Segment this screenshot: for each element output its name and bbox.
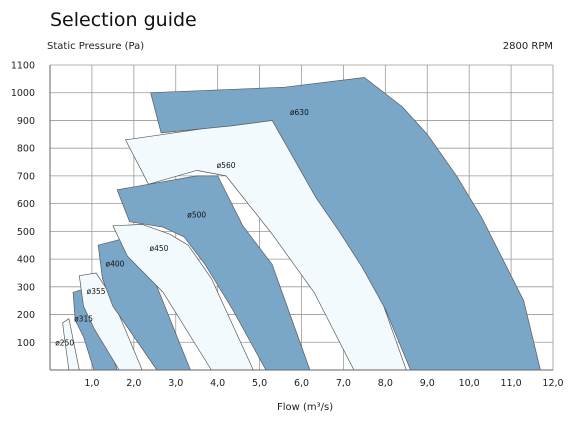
curve-label-ø355: ø355 xyxy=(87,287,106,296)
curve-label-ø560: ø560 xyxy=(217,161,236,170)
rpm-note: 2800 RPM xyxy=(502,41,553,52)
x-tick-label: 12,0 xyxy=(542,378,563,389)
curve-label-ø315: ø315 xyxy=(74,315,93,324)
x-axis-label: Flow (m³/s) xyxy=(277,402,334,413)
y-tick-label: 300 xyxy=(17,282,35,293)
y-tick-label: 500 xyxy=(17,227,35,238)
curve-labels: ø250 ø315 ø355 ø400 ø450 ø500 ø560 ø630 xyxy=(55,108,309,347)
x-tick-label: 2,0 xyxy=(126,378,141,389)
x-tick-labels: 1,0 2,0 3,0 4,0 5,0 6,0 7,0 8,0 9,0 10,0 11,0 12,0 xyxy=(84,378,563,389)
x-tick-label: 5,0 xyxy=(252,378,267,389)
y-tick-label: 1000 xyxy=(11,88,35,99)
chart-title: Selection guide xyxy=(50,9,197,31)
x-tick-label: 4,0 xyxy=(210,378,225,389)
y-tick-label: 700 xyxy=(17,171,35,182)
x-tick-label: 7,0 xyxy=(336,378,351,389)
y-tick-label: 800 xyxy=(17,144,35,155)
x-tick-label: 9,0 xyxy=(420,378,435,389)
curve-label-ø250: ø250 xyxy=(55,338,74,347)
plot-frame xyxy=(49,65,553,371)
fan-curve-areas xyxy=(62,77,541,371)
y-tick-label: 200 xyxy=(17,310,35,321)
y-tick-label: 400 xyxy=(17,255,35,266)
curve-label-ø450: ø450 xyxy=(150,244,169,253)
y-tick-labels: 100 200 300 400 500 600 700 800 900 1000 1100 xyxy=(11,61,35,349)
y-axis-label: Static Pressure (Pa) xyxy=(47,41,145,52)
x-tick-label: 8,0 xyxy=(378,378,393,389)
y-tick-label: 1100 xyxy=(11,61,35,72)
curve-label-ø500: ø500 xyxy=(187,211,206,220)
y-tick-label: 100 xyxy=(17,338,35,349)
x-tick-label: 1,0 xyxy=(84,378,99,389)
curve-label-ø630: ø630 xyxy=(290,108,309,117)
x-tick-label: 10,0 xyxy=(459,378,480,389)
x-tick-label: 6,0 xyxy=(294,378,309,389)
curve-label-ø400: ø400 xyxy=(106,259,125,268)
y-tick-label: 900 xyxy=(17,116,35,127)
y-tick-label: 600 xyxy=(17,199,35,210)
curve-area-ø450 xyxy=(112,224,254,371)
x-tick-label: 11,0 xyxy=(501,378,522,389)
x-tick-label: 3,0 xyxy=(168,378,183,389)
